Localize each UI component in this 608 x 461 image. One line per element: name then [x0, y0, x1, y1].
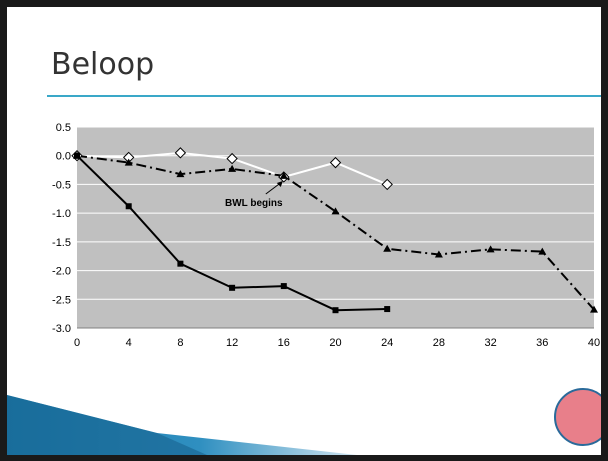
data-point-square [384, 306, 391, 313]
record-button[interactable] [554, 388, 601, 446]
y-tick-label: -0.5 [52, 179, 71, 191]
data-point-triangle [176, 170, 185, 178]
y-tick-label: -2.5 [52, 294, 71, 306]
data-point-triangle [590, 305, 598, 313]
y-tick-label: -1.0 [52, 208, 71, 220]
data-point-square [229, 284, 236, 291]
y-tick-label: 0.0 [56, 151, 71, 163]
data-point-triangle [538, 247, 547, 255]
annotation-label: BWL begins [225, 198, 283, 209]
slide: Beloop 0.5 0.0 -0.5 -1.0 -1.5 -2.0 -2.5 -3.0 0 4 8… [7, 7, 601, 455]
data-point-triangle [279, 171, 288, 179]
data-point-diamond [381, 178, 393, 191]
data-point-square [332, 307, 339, 314]
x-tick-label: 32 [484, 337, 496, 349]
y-tick-label: -3.0 [52, 323, 71, 335]
y-tick-label: -2.0 [52, 266, 71, 278]
decorative-ribbon [7, 395, 357, 455]
x-tick-label: 16 [278, 337, 290, 349]
x-tick-label: 12 [226, 337, 238, 349]
data-point-triangle [331, 207, 340, 215]
data-point-square [177, 260, 184, 267]
x-tick-label: 40 [588, 337, 600, 349]
data-point-square [74, 152, 80, 159]
slide-title: Beloop [51, 47, 155, 82]
data-point-triangle [486, 245, 495, 253]
data-point-triangle [124, 158, 133, 166]
x-tick-label: 24 [381, 337, 393, 349]
x-tick-label: 4 [126, 337, 132, 349]
data-point-square [125, 203, 132, 210]
data-point-triangle [434, 250, 443, 258]
y-tick-label: 0.5 [56, 122, 71, 134]
y-tick-label: -1.5 [52, 237, 71, 249]
data-point-square [280, 283, 287, 290]
x-tick-label: 0 [74, 337, 80, 349]
data-point-triangle [228, 164, 237, 172]
line-chart: 0.5 0.0 -0.5 -1.0 -1.5 -2.0 -2.5 -3.00 4 8 12 16 20 2… [43, 117, 601, 355]
x-tick-label: 28 [433, 337, 445, 349]
x-tick-label: 36 [536, 337, 548, 349]
annotation-arrowhead [276, 180, 283, 187]
series-line-triangle [76, 154, 595, 311]
title-rule [47, 95, 601, 97]
data-point-diamond [329, 156, 342, 169]
x-tick-label: 8 [177, 337, 183, 349]
data-point-diamond [226, 152, 238, 165]
data-point-diamond [174, 147, 187, 159]
x-tick-label: 20 [329, 337, 341, 349]
data-point-triangle [383, 244, 392, 252]
